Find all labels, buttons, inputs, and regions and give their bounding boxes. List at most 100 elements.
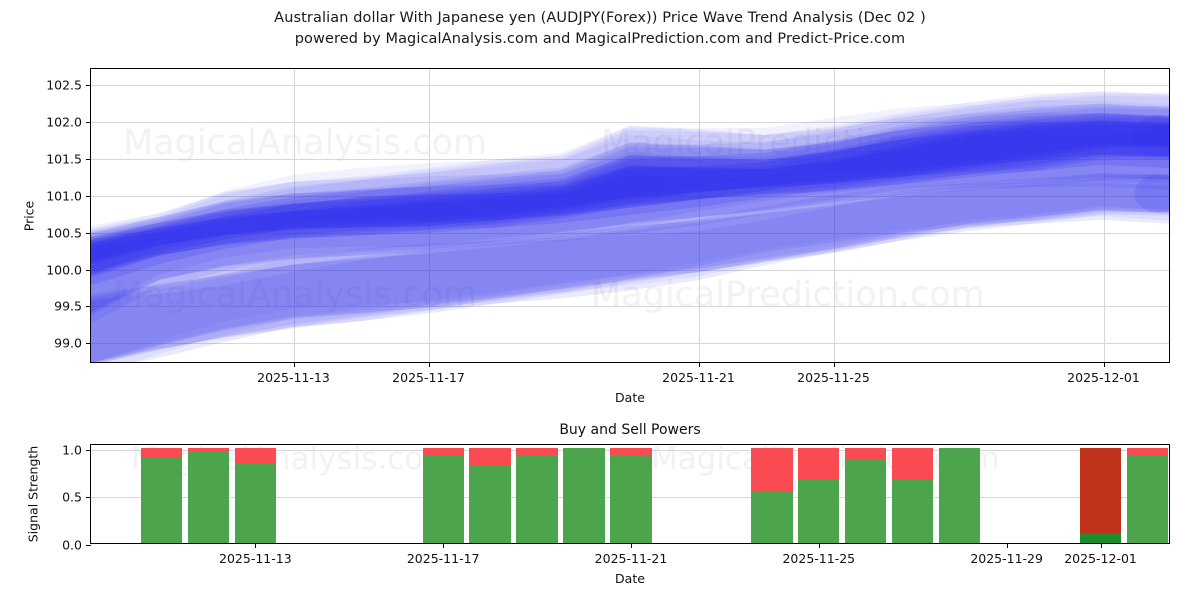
y-tick-label: 99.5: [54, 298, 82, 314]
x-tick: [833, 362, 835, 367]
figure-title-line2: powered by MagicalAnalysis.com and Magic…: [294, 31, 906, 47]
wave-band-segment: [91, 90, 1169, 362]
power-bar[interactable]: [892, 445, 934, 543]
wave-band-segment: [91, 173, 1169, 362]
wave-band-segment: [91, 129, 1169, 273]
wave-band-segment: [91, 120, 1169, 261]
y-tick-label: 0.5: [62, 489, 82, 505]
y-tick: [86, 497, 91, 499]
wave-band-segment: [91, 112, 1169, 275]
power-bar[interactable]: [610, 445, 652, 543]
x-tick: [443, 543, 445, 548]
buy-power-segment: [610, 456, 652, 543]
x-tick-label: 2025-11-17: [406, 551, 480, 566]
x-tick: [255, 543, 257, 548]
wave-band-segment: [91, 122, 1169, 262]
buy-power-segment: [798, 480, 840, 543]
gridline-horizontal: [91, 306, 1169, 308]
y-tick-label: 99.0: [54, 335, 82, 351]
buy-power-segment: [892, 480, 934, 543]
y-tick-label: 101.5: [46, 151, 82, 167]
y-tick: [86, 545, 91, 546]
sell-power-segment: [1126, 447, 1169, 457]
wave-band-segment: [91, 115, 1169, 275]
wave-band-cap: [1134, 174, 1169, 213]
wave-band-segment: [91, 103, 1169, 313]
x-tick: [818, 543, 820, 548]
buy-power-segment: [751, 491, 793, 543]
y-tick: [86, 449, 91, 451]
wave-band-segment: [91, 122, 1169, 286]
x-tick: [1100, 543, 1102, 548]
y-tick: [86, 122, 91, 124]
sell-power-segment: [422, 447, 464, 457]
y-tick: [86, 306, 91, 308]
wave-band-cap: [1149, 123, 1169, 146]
power-bar[interactable]: [845, 445, 887, 543]
buy-power-segment: [140, 458, 183, 543]
gridline-vertical: [293, 69, 295, 362]
y-tick-label: 100.0: [46, 262, 82, 278]
buy-power-segment: [563, 447, 605, 543]
wave-band-segment: [91, 117, 1169, 278]
sell-power-segment: [845, 447, 887, 460]
gridline-horizontal: [91, 85, 1169, 87]
x-tick-label: 2025-12-01: [1067, 370, 1140, 385]
buy-sell-powers-plot-area: MagicalAnalysis.com MagicalPrediction.co…: [91, 445, 1169, 543]
wave-band-segment: [91, 100, 1169, 362]
gridline-vertical: [428, 69, 430, 362]
power-bar[interactable]: [798, 445, 840, 543]
gridline-vertical: [1103, 69, 1105, 362]
power-bar[interactable]: [1126, 445, 1169, 543]
power-bar[interactable]: [234, 445, 276, 543]
price-x-axis-title: Date: [615, 390, 645, 405]
wave-band-segment: [91, 113, 1169, 276]
y-tick-label: 100.5: [46, 225, 82, 241]
wave-band-segment: [91, 120, 1169, 263]
power-bar[interactable]: [939, 445, 981, 543]
y-tick: [86, 269, 91, 271]
y-tick-label: 101.0: [46, 188, 82, 204]
x-tick-label: 2025-11-17: [392, 370, 465, 385]
buy-power-segment: [939, 447, 981, 543]
power-bar[interactable]: [187, 445, 230, 543]
wave-band-segment: [91, 173, 1169, 362]
power-bar[interactable]: [751, 445, 793, 543]
wave-band-segment: [91, 93, 1169, 362]
wave-band-segment: [91, 95, 1169, 362]
wave-band-segment: [91, 177, 1169, 362]
y-tick-label: 0.0: [62, 537, 82, 553]
x-tick-label: 2025-12-01: [1064, 551, 1137, 566]
power-bar[interactable]: [422, 445, 464, 543]
power-bar[interactable]: [563, 445, 605, 543]
price-wave-chart-axes: MagicalAnalysis.com MagicalPrediction.co…: [22, 68, 1170, 405]
x-tick-label: 2025-11-13: [219, 551, 292, 566]
gridline-horizontal: [91, 122, 1169, 124]
power-bar[interactable]: [140, 445, 183, 543]
price-wave-bands: [91, 90, 1169, 362]
wave-band-segment: [91, 106, 1169, 313]
wave-band-cap: [1131, 115, 1169, 157]
buy-power-segment: [422, 456, 464, 543]
power-bar[interactable]: [1079, 445, 1122, 543]
x-tick-label: 2025-11-21: [662, 370, 735, 385]
wave-band-segment: [91, 91, 1169, 362]
y-tick: [86, 195, 91, 197]
sell-power-segment: [140, 447, 183, 459]
gridline-vertical: [833, 69, 835, 362]
wave-band-segment: [91, 103, 1169, 314]
power-bar[interactable]: [469, 445, 511, 543]
sell-power-segment: [1079, 447, 1122, 534]
sell-power-segment: [187, 447, 230, 452]
x-tick: [428, 362, 430, 367]
gridline-horizontal: [91, 158, 1169, 160]
gridline-horizontal: [91, 195, 1169, 197]
power-bar[interactable]: [516, 445, 558, 543]
x-tick: [293, 362, 295, 367]
buy-power-segment: [469, 464, 511, 543]
x-tick: [631, 543, 632, 548]
buy-power-segment: [1126, 456, 1169, 543]
y-tick-label: 1.0: [62, 442, 82, 458]
x-tick: [698, 362, 700, 367]
